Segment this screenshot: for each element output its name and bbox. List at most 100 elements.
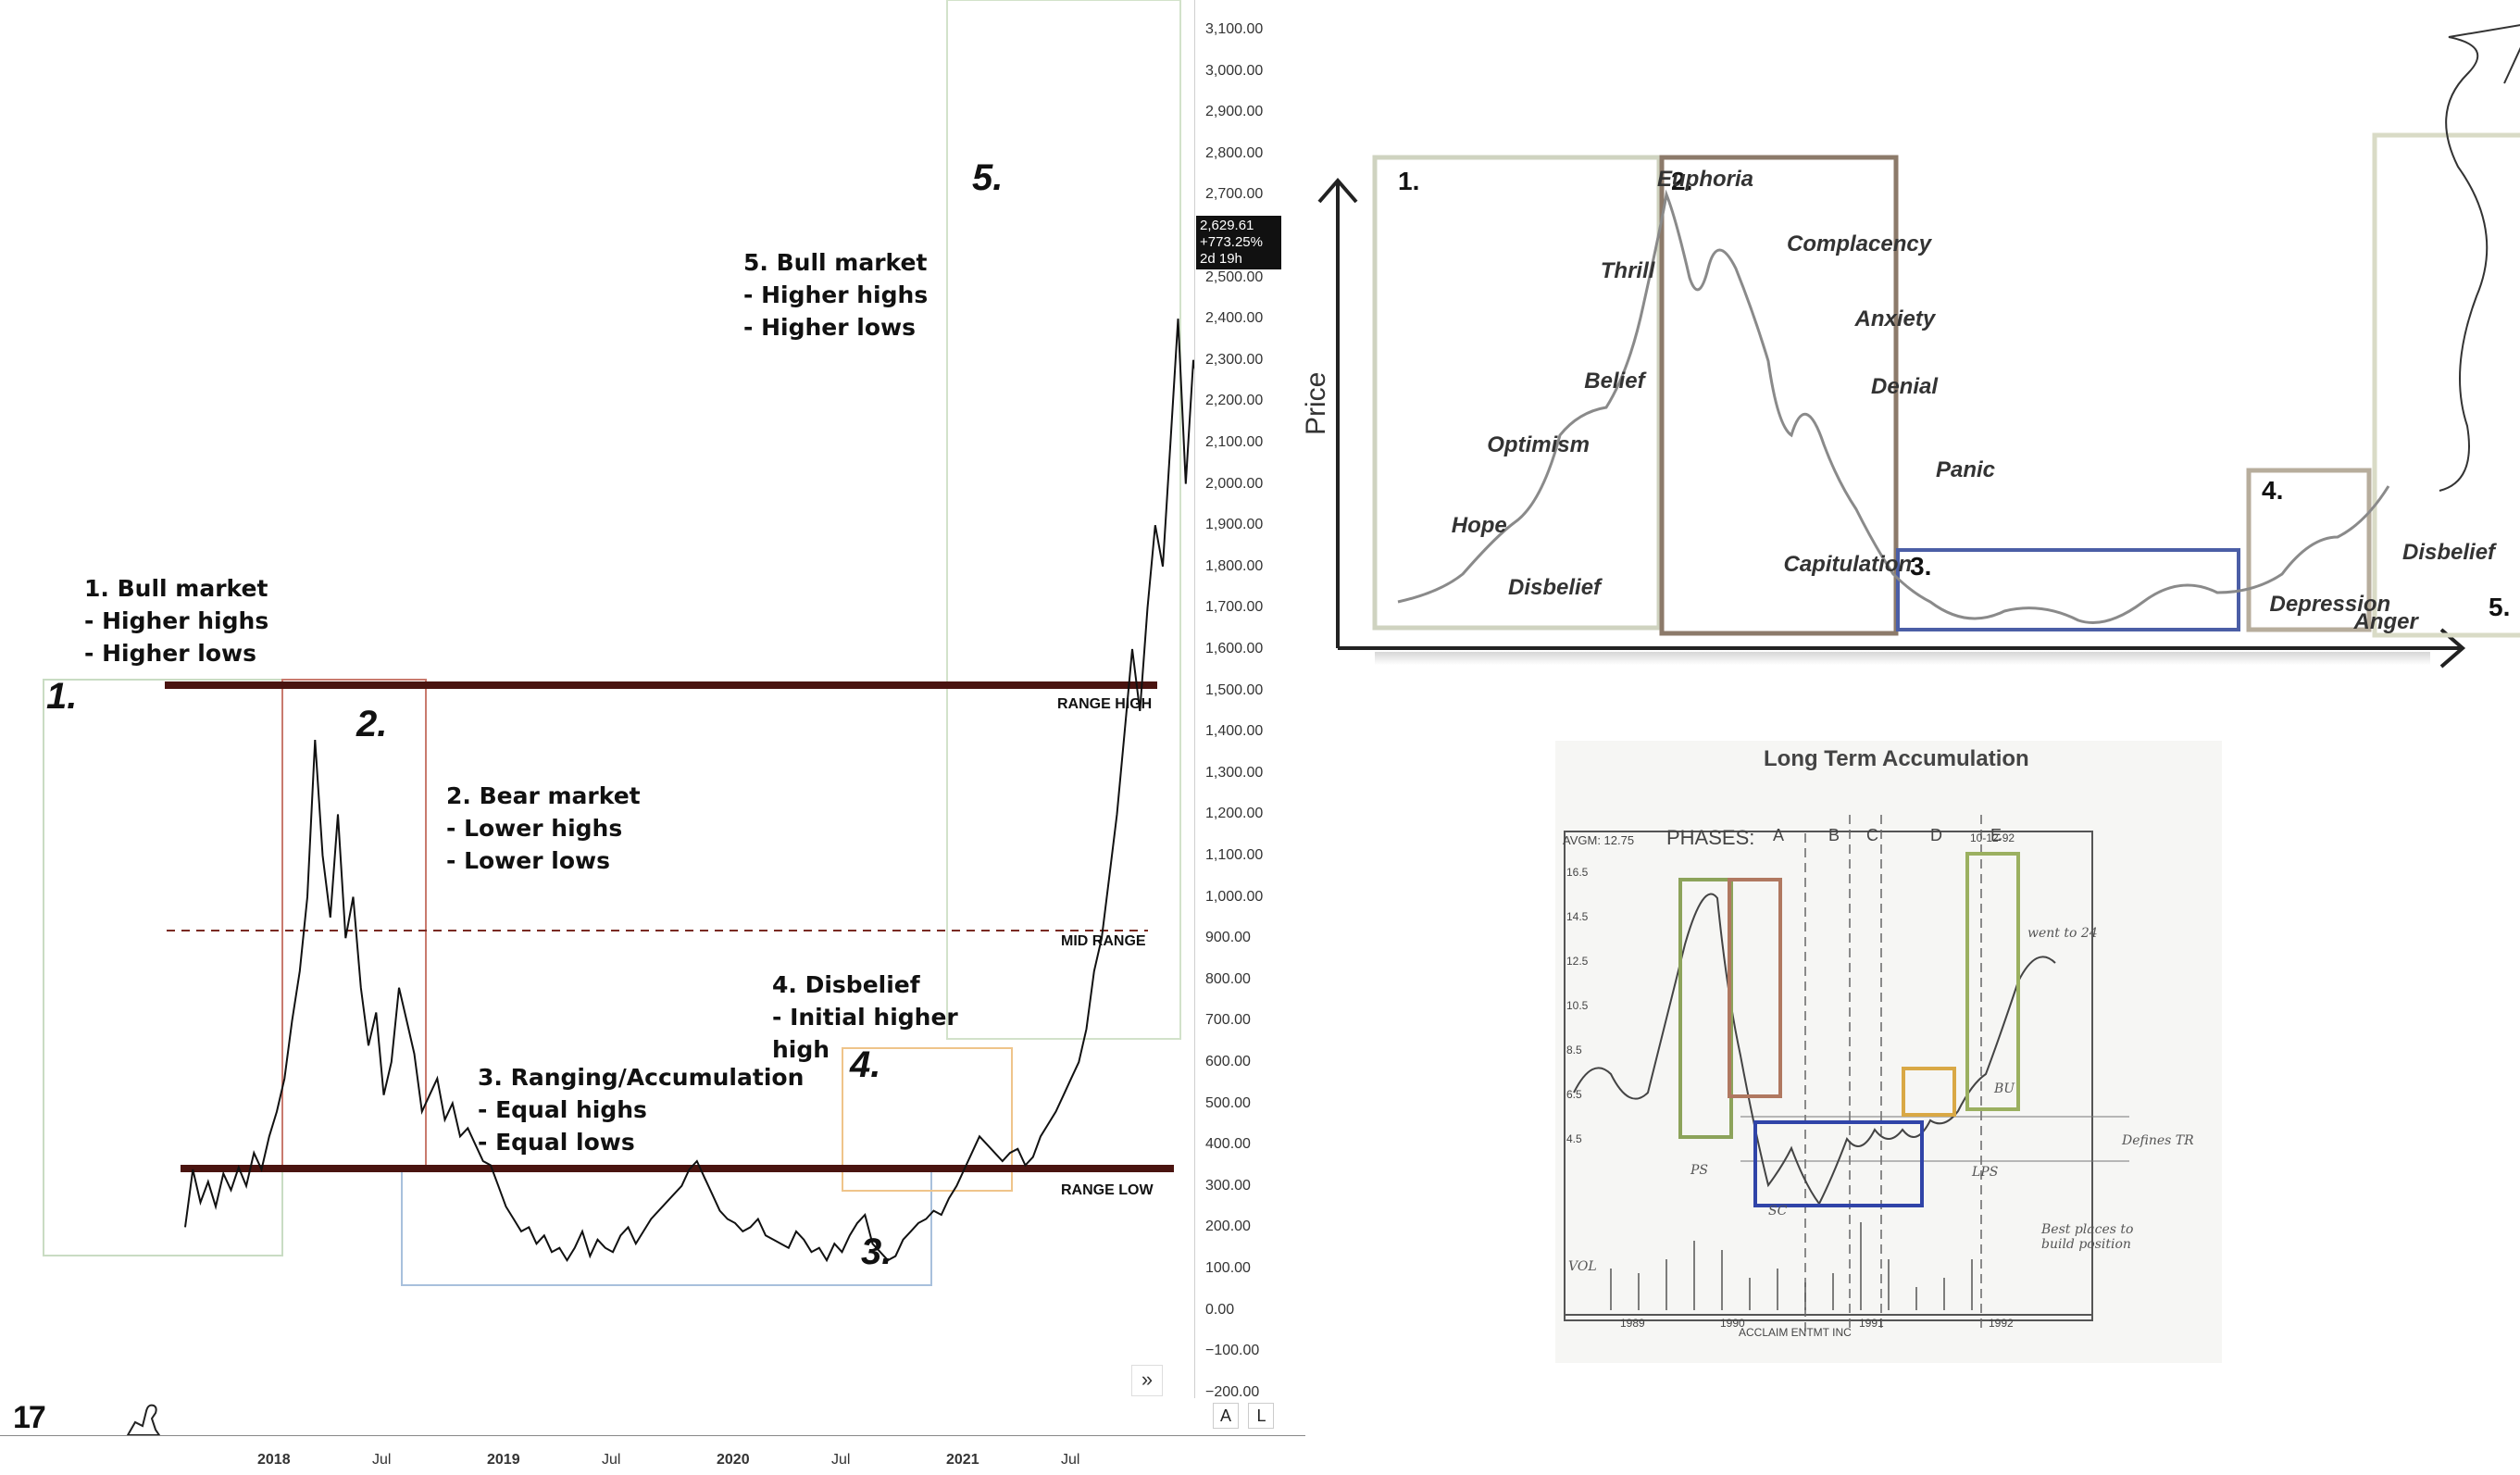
wyckoff-box-orange: [1902, 1067, 1956, 1117]
wyckoff-box-green: [1678, 878, 1733, 1139]
phase3-note: 3. Ranging/Accumulation - Equal highs - …: [478, 1064, 805, 1156]
y-tick-label: −200.00: [1205, 1383, 1260, 1400]
range-high-label: RANGE HIGH: [1057, 696, 1153, 712]
cycle-num-5: 5.: [2489, 593, 2511, 621]
phase-letter: C: [1866, 826, 1878, 844]
cycle-box-3: [1896, 548, 2240, 631]
phase4-box: [842, 1047, 1013, 1192]
y-tick-label: 1,800.00: [1205, 557, 1264, 574]
y-tick-label: 3,000.00: [1205, 62, 1264, 79]
phase1-note: 1. Bull market - Higher highs - Higher l…: [84, 575, 269, 667]
emotion-label: Anger: [2353, 609, 2418, 634]
wyckoff-x-tick: 1989: [1620, 1317, 1645, 1330]
price-chart: [43, 0, 1194, 1286]
emotion-label: Panic: [1936, 456, 1996, 482]
y-axis-arrow: [1317, 177, 1358, 204]
tradingview-logo: 17: [13, 1400, 46, 1435]
emotion-label: Complacency: [1787, 231, 1932, 257]
y-tick-label: 200.00: [1205, 1219, 1251, 1235]
wyckoff-note: SC: [1768, 1204, 1788, 1219]
wyckoff-header: AVGM: 12.75: [1563, 833, 1635, 847]
main-chart-area[interactable]: 1. 2. 3. 4. 5. 1. Bull market - Higher h…: [0, 0, 1194, 1435]
wyckoff-date: 10-12-92: [1970, 831, 2015, 844]
wyckoff-x-tick: 1992: [1989, 1317, 2014, 1330]
y-tick-label: 0.00: [1205, 1301, 1235, 1318]
phase-letter: B: [1828, 826, 1840, 844]
wyckoff-diagram: [1564, 815, 2129, 1333]
y-tick-label: 2,800.00: [1205, 144, 1264, 161]
x-tick-label: Jul: [372, 1452, 392, 1468]
wyckoff-y-tick: 8.5: [1566, 1044, 1582, 1056]
scroll-to-realtime-button[interactable]: »: [1131, 1365, 1163, 1396]
wyckoff-note: went to 24: [2027, 926, 2098, 941]
wyckoff-box-brown: [1728, 878, 1782, 1098]
y-tick-label: 700.00: [1205, 1012, 1251, 1029]
y-tick-label: 1,900.00: [1205, 517, 1264, 533]
y-tick-label: 1,000.00: [1205, 888, 1264, 905]
y-tick-label: 800.00: [1205, 970, 1251, 987]
log-scale-button[interactable]: L: [1248, 1403, 1275, 1429]
wyckoff-note: Best places to build position: [2041, 1222, 2134, 1252]
wyckoff-y-tick: 14.5: [1566, 910, 1589, 923]
emotion-label: Optimism: [1487, 431, 1590, 457]
phase-letter: E: [1990, 826, 2002, 844]
y-tick-label: 1,400.00: [1205, 723, 1264, 740]
y-tick-label: 1,100.00: [1205, 847, 1264, 863]
emotion-label: Thrill: [1600, 258, 1655, 284]
y-tick-label: 2,000.00: [1205, 475, 1264, 492]
time-axis[interactable]: [0, 1435, 1305, 1475]
cycle-num-1: 1.: [1398, 167, 1420, 195]
cycle-box-5: [2372, 132, 2520, 638]
y-tick-label: 2,900.00: [1205, 104, 1264, 120]
phase5-box: [946, 0, 1181, 1040]
wyckoff-note: VOL: [1568, 1259, 1597, 1274]
emotion-label: Disbelief: [1508, 574, 1602, 600]
phase-letter: A: [1773, 826, 1785, 844]
hand-drawn-squiggle: [2439, 24, 2520, 492]
wyckoff-note: LPS: [1972, 1165, 1999, 1180]
emotion-label: Depression: [2269, 592, 2391, 618]
wyckoff-note: Defines TR: [2122, 1133, 2194, 1148]
market-cycle-diagram: [1317, 24, 2520, 669]
emotion-label: Denial: [1871, 374, 1939, 400]
y-tick-label: 100.00: [1205, 1260, 1251, 1276]
wyckoff-x-tick: 1990: [1720, 1317, 1745, 1330]
emotion-label: Disbelief: [2402, 540, 2496, 566]
scale-buttons: A L: [1213, 1403, 1279, 1429]
cycle-box-2: [1659, 155, 1899, 636]
auto-scale-button[interactable]: A: [1213, 1403, 1239, 1429]
y-tick-label: 2,400.00: [1205, 310, 1264, 327]
current-price: 2,629.61: [1200, 218, 1254, 233]
phase1-number: 1.: [46, 676, 78, 717]
emotion-label: Anxiety: [1854, 306, 1936, 332]
y-tick-label: 300.00: [1205, 1177, 1251, 1194]
x-tick-label: Jul: [831, 1452, 851, 1468]
wyckoff-y-tick: 6.5: [1566, 1088, 1582, 1101]
y-tick-label: 2,300.00: [1205, 351, 1264, 368]
emotion-label: Belief: [1584, 369, 1645, 394]
y-tick-label: 500.00: [1205, 1094, 1251, 1111]
wyckoff-y-tick: 16.5: [1566, 866, 1589, 879]
y-tick-label: 1,200.00: [1205, 806, 1264, 822]
y-tick-label: 3,100.00: [1205, 21, 1264, 37]
wyckoff-note: PS: [1690, 1163, 1709, 1178]
cycle-num-4: 4.: [2262, 476, 2284, 505]
x-tick-label: 2018: [257, 1452, 291, 1468]
wyckoff-y-tick: 4.5: [1566, 1132, 1582, 1145]
phase3-number: 3.: [861, 1231, 892, 1272]
x-tick-label: Jul: [602, 1452, 621, 1468]
cycle-box-1: [1372, 155, 1662, 631]
y-tick-label: 1,600.00: [1205, 641, 1264, 656]
cycle-price-label: Price: [1301, 371, 1331, 435]
y-tick-label: 2,500.00: [1205, 269, 1264, 285]
phase3-box: [401, 1166, 932, 1286]
price-change: +773.25%: [1200, 234, 1263, 250]
bar-countdown: 2d 19h: [1200, 251, 1242, 267]
phase4-note: 4. Disbelief - Initial higher high: [772, 971, 958, 1063]
emotion-label: Capitulation: [1783, 551, 1913, 577]
wyckoff-price-path: [1573, 893, 2056, 1206]
wyckoff-reference: Long Term Accumulation AVGM: 12.75 PHASE…: [1555, 741, 2222, 1363]
market-cycle-reference: Price 1. 2. 3. 4. 5. Disbelief Hope Optimi…: [1301, 0, 2520, 685]
range-low-label: RANGE LOW: [1061, 1182, 1154, 1198]
phase4-number: 4.: [850, 1044, 881, 1085]
